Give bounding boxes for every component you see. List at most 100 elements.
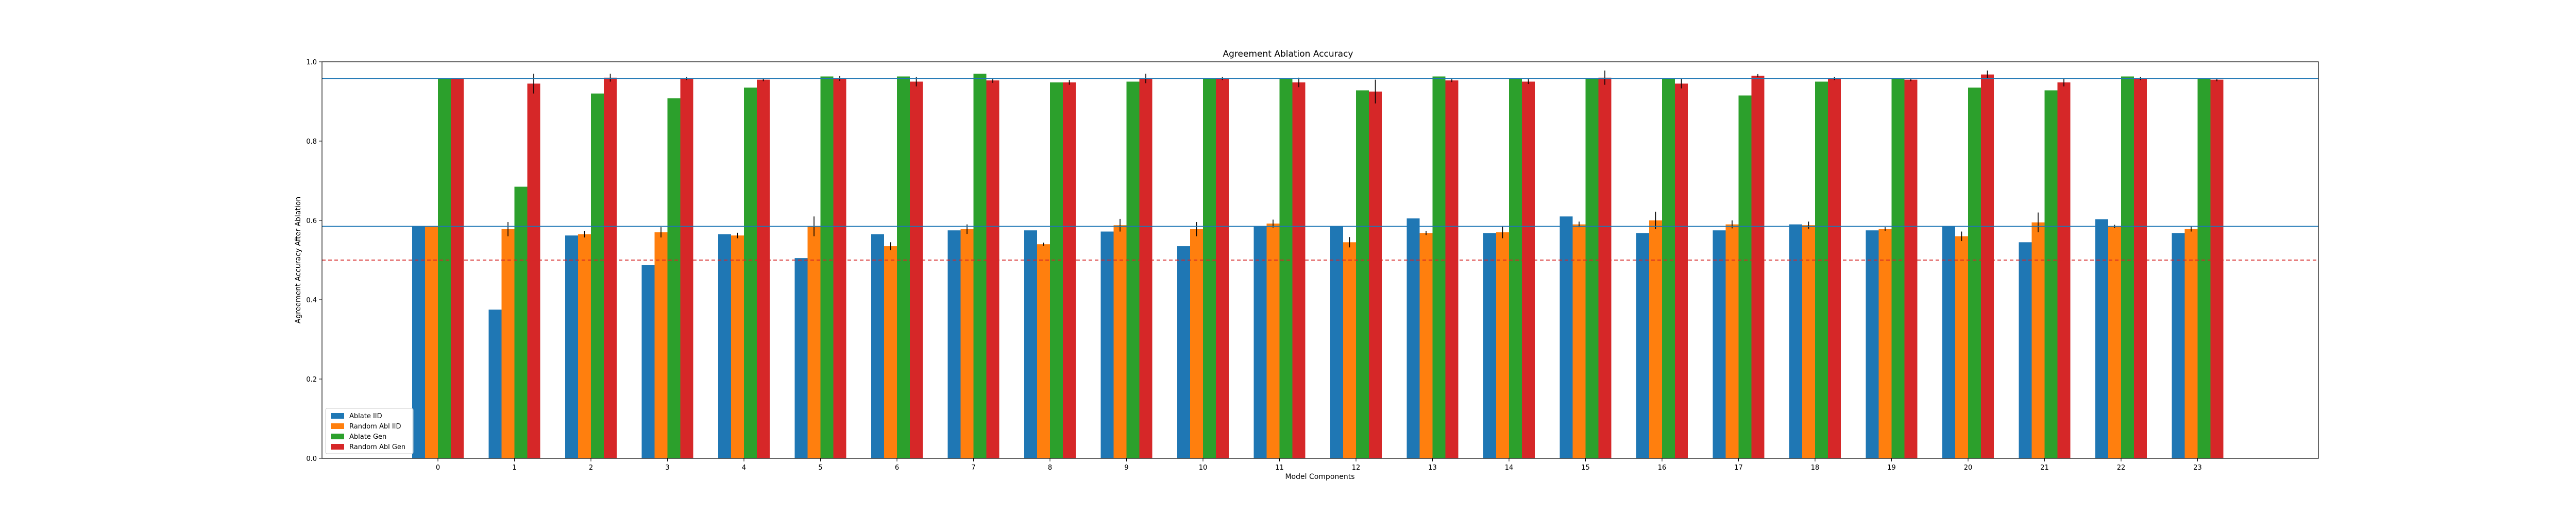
legend-entry: Ablate Gen (349, 433, 386, 441)
bar (451, 78, 464, 459)
bar (1955, 236, 1968, 458)
bar (1942, 226, 1955, 458)
bar (1878, 229, 1892, 458)
bar (820, 76, 834, 459)
bar (1126, 81, 1140, 458)
x-tick-label: 9 (1124, 464, 1128, 472)
plot-area (322, 70, 2318, 459)
bar (986, 80, 999, 458)
bar (1050, 82, 1063, 459)
bar (501, 229, 515, 458)
x-tick-label: 17 (1734, 464, 1743, 472)
bar (973, 74, 987, 459)
bar (1981, 74, 1994, 458)
x-tick-label: 0 (436, 464, 440, 472)
bar (1891, 78, 1905, 459)
bar (591, 93, 604, 459)
bar (1636, 233, 1649, 458)
bar (1968, 88, 1981, 459)
bar (884, 246, 897, 458)
legend-swatch (331, 434, 344, 439)
bar (1445, 80, 1459, 458)
bar (488, 310, 502, 458)
bar (527, 83, 540, 459)
bar (1113, 225, 1127, 458)
bar (2044, 90, 2058, 458)
bar (604, 77, 617, 459)
x-tick-label: 21 (2040, 464, 2049, 472)
y-tick-label: 0.6 (306, 217, 317, 225)
bar (1330, 226, 1343, 458)
x-tick-label: 18 (1811, 464, 1820, 472)
bar (412, 226, 425, 458)
x-tick-label: 22 (2117, 464, 2126, 472)
x-tick-label: 15 (1581, 464, 1590, 472)
bar (1266, 224, 1280, 458)
legend: Ablate IID Random Abl IID Ablate Gen Random… (325, 408, 414, 454)
bar (514, 186, 528, 458)
bar (1713, 230, 1726, 458)
bar (1815, 81, 1828, 458)
bar (1789, 224, 1802, 458)
x-tick-label: 8 (1048, 464, 1052, 472)
bar (910, 81, 923, 458)
bar (1585, 78, 1599, 459)
bar (1253, 226, 1267, 458)
bar (1572, 224, 1586, 458)
bar (641, 265, 655, 458)
bar (833, 78, 846, 459)
bar (2057, 82, 2071, 459)
bar (1177, 246, 1190, 458)
bar (960, 229, 974, 458)
bar (1483, 233, 1496, 458)
bar (2197, 78, 2211, 459)
x-tick-label: 16 (1658, 464, 1667, 472)
bar (2184, 229, 2198, 458)
bar (1751, 75, 1765, 458)
bar (2095, 219, 2108, 458)
x-tick-label: 7 (971, 464, 975, 472)
x-tick-label: 14 (1505, 464, 1514, 472)
y-tick-label: 0.2 (306, 376, 317, 384)
bar (1406, 218, 1420, 458)
bar (1649, 220, 1662, 458)
legend-entry: Ablate IID (349, 413, 382, 420)
bar (731, 235, 744, 458)
bar (1356, 90, 1369, 458)
bar (1560, 216, 1573, 458)
bar (1216, 78, 1229, 459)
bar (1432, 76, 1446, 459)
bar (2172, 233, 2185, 458)
y-tick-label: 0.0 (306, 455, 317, 463)
x-tick-label: 12 (1352, 464, 1361, 472)
bar (2121, 76, 2134, 459)
bar (794, 258, 808, 458)
bar (1509, 78, 1522, 459)
bar (1904, 79, 1918, 458)
bar (897, 76, 910, 459)
bar (667, 98, 681, 459)
bar (1675, 83, 1688, 459)
y-tick-label: 0.4 (306, 297, 317, 304)
x-tick-label: 11 (1275, 464, 1284, 472)
bar (1369, 91, 1382, 458)
bar (1292, 82, 1306, 459)
chart-title: Agreement Ablation Accuracy (1223, 49, 1353, 59)
y-tick-label: 1.0 (306, 59, 317, 66)
bar (1279, 78, 1293, 459)
bar (565, 235, 578, 458)
plot-frame (321, 61, 2319, 459)
bar (2210, 79, 2224, 458)
bar (871, 234, 884, 458)
bar (2031, 222, 2045, 458)
bar (1522, 81, 1535, 458)
bar (2134, 78, 2147, 459)
bar (680, 78, 693, 459)
x-tick-label: 4 (742, 464, 746, 472)
bar (807, 226, 821, 458)
bar (757, 79, 770, 458)
bar (1598, 77, 1612, 459)
x-tick-label: 3 (665, 464, 669, 472)
bar (1828, 78, 1841, 459)
